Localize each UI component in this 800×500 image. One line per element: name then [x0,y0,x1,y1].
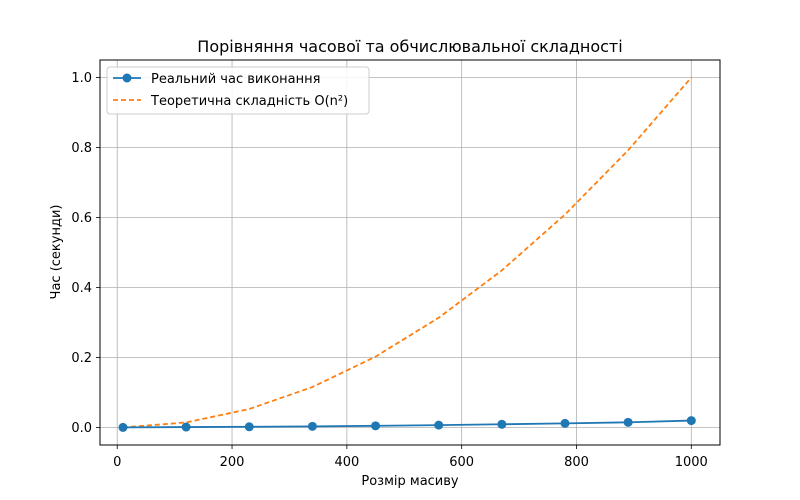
x-tick-label: 1000 [675,455,708,470]
grid [100,60,720,445]
axis-ticks: 0 200 400 600 800 1000 0.0 0.2 0.4 0.6 0.8 1.0 [71,71,708,470]
data-point [497,419,507,429]
y-tick-label: 0.6 [71,211,92,226]
x-tick-label: 400 [334,455,359,470]
series-line-real [122,419,692,429]
data-point [623,417,633,427]
data-point [307,421,317,431]
data-point [560,418,570,428]
data-point [434,420,444,430]
y-tick-label: 0.8 [71,141,92,156]
x-tick-label: 800 [564,455,589,470]
data-point [686,416,696,426]
y-tick-label: 1.0 [71,71,92,86]
x-axis-label: Розмір масиву [361,474,459,489]
data-point [371,421,381,431]
plot-frame [99,59,721,446]
legend-label-theory: Теоретична складність O(n²) [150,94,348,109]
legend-label-real: Реальний час виконання [151,72,320,87]
series-layer [118,76,696,432]
legend: Реальний час виконання Теоретична складн… [106,66,370,115]
x-tick-label: 0 [113,455,121,470]
data-point [118,422,128,432]
y-tick-label: 0.4 [71,281,92,296]
legend-box [106,66,370,115]
data-point [181,422,191,432]
x-tick-label: 600 [449,455,474,470]
legend-marker-real [122,73,132,83]
y-tick-label: 0.0 [71,421,92,436]
series-line-theory [122,76,692,429]
y-tick-label: 0.2 [71,351,92,366]
y-axis-label: Час (секунди) [49,205,64,300]
x-tick-label: 200 [220,455,245,470]
chart-title: Порівняння часової та обчислювальної скл… [197,37,622,56]
data-point [244,422,254,432]
